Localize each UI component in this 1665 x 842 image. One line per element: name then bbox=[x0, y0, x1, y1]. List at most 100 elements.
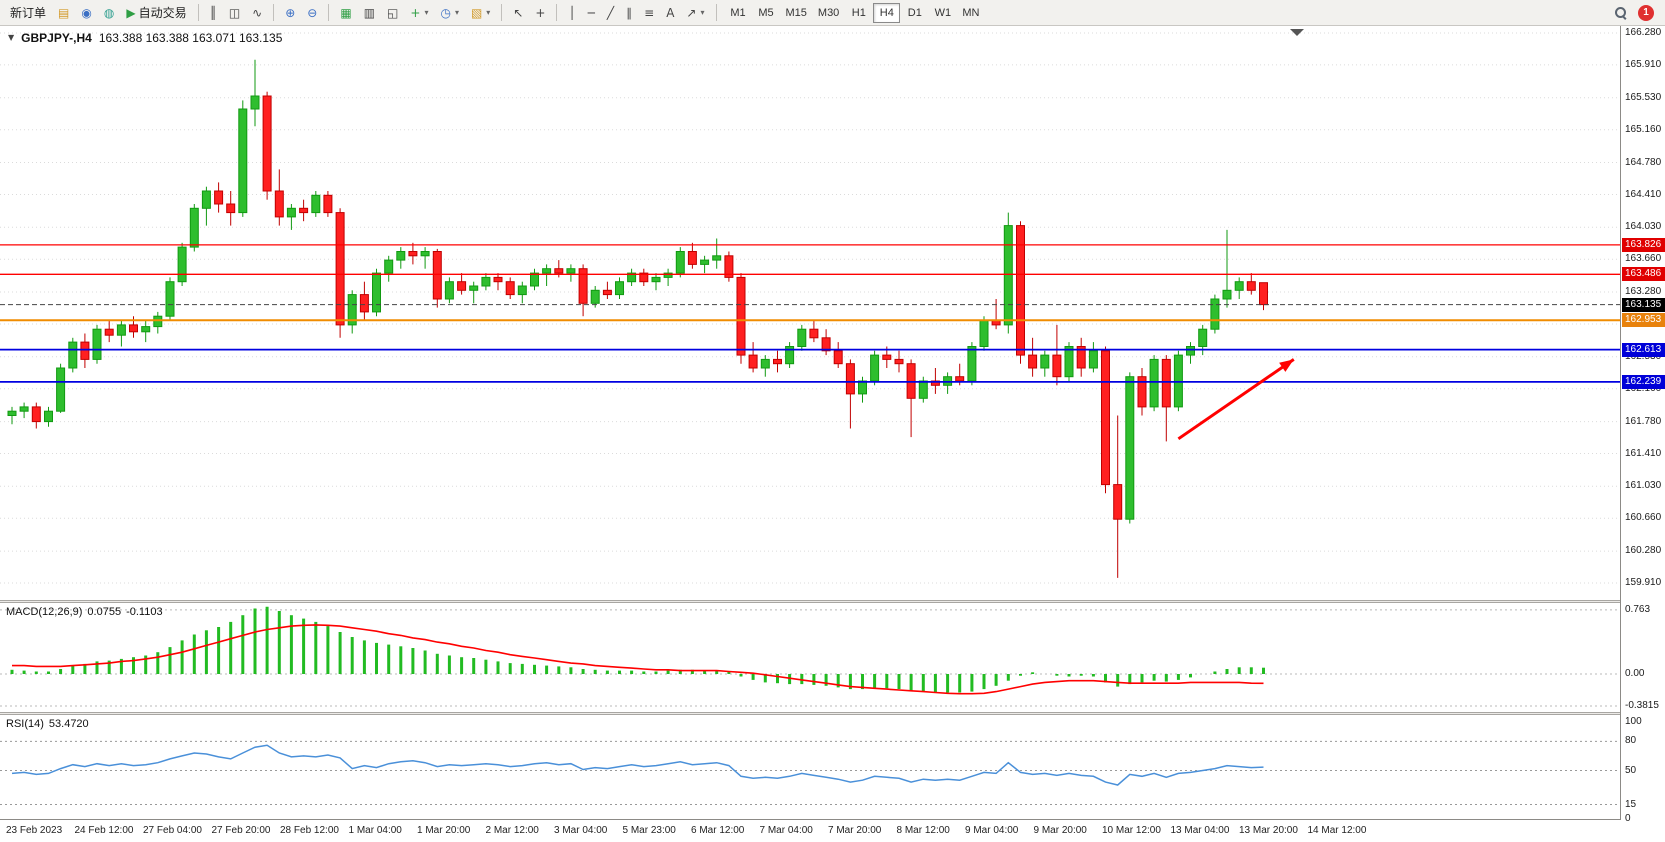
chart-header: ▼ GBPJPY-,H4 163.388 163.388 163.071 163… bbox=[8, 31, 282, 45]
scale-tick-label: 80 bbox=[1625, 735, 1637, 747]
timeframe-button-d1[interactable]: D1 bbox=[901, 3, 928, 23]
macd-name: MACD(12,26,9) bbox=[6, 606, 83, 618]
search-button[interactable] bbox=[1609, 2, 1632, 23]
crosshair-button[interactable]: + bbox=[530, 2, 550, 23]
autotrading-button[interactable]: ▶ 自动交易 bbox=[121, 2, 191, 23]
cascade-windows-button[interactable]: ▥ bbox=[359, 2, 380, 23]
time-axis-label: 1 Mar 20:00 bbox=[417, 825, 471, 836]
timeframe-button-h1[interactable]: H1 bbox=[845, 3, 872, 23]
scale-tick-label: 160.660 bbox=[1625, 512, 1662, 524]
support-button[interactable]: ◍ bbox=[99, 2, 119, 23]
scale-tick-label: 164.780 bbox=[1625, 156, 1662, 168]
text-tool-button[interactable]: A bbox=[661, 2, 679, 23]
scale-tick-label: 50 bbox=[1625, 764, 1637, 776]
scale-tick-label: 160.280 bbox=[1625, 545, 1662, 557]
candlestick-chart-icon: ◫ bbox=[228, 5, 241, 20]
timeframe-button-m5[interactable]: M5 bbox=[753, 3, 780, 23]
main-chart-svg[interactable] bbox=[0, 26, 1620, 600]
macd-chart-svg[interactable] bbox=[0, 603, 1620, 712]
tile-windows-button[interactable]: ▦ bbox=[335, 2, 356, 23]
templates-button[interactable]: ▧ ▾ bbox=[466, 2, 495, 23]
timeframe-button-m15[interactable]: M15 bbox=[781, 3, 812, 23]
macd-main-value: 0.0755 bbox=[87, 606, 122, 618]
price-tag: 162.239 bbox=[1622, 374, 1665, 389]
notification-badge[interactable]: 1 bbox=[1638, 4, 1654, 21]
arrange-windows-icon: ◱ bbox=[387, 5, 399, 20]
cascade-windows-icon: ▥ bbox=[363, 5, 376, 20]
zoom-in-icon: ⊕ bbox=[285, 5, 296, 20]
timeframe-button-w1[interactable]: W1 bbox=[929, 3, 956, 23]
timeframe-button-m1[interactable]: M1 bbox=[725, 3, 752, 23]
rsi-name: RSI(14) bbox=[6, 718, 44, 730]
timeframe-button-m30[interactable]: M30 bbox=[813, 3, 844, 23]
new-order-button[interactable]: 新订单 bbox=[5, 2, 51, 23]
price-tag: 162.613 bbox=[1622, 342, 1665, 357]
arrows-tool-button[interactable]: ↗ ▾ bbox=[681, 2, 709, 23]
rsi-chart-svg[interactable] bbox=[0, 715, 1620, 819]
line-chart-button[interactable]: ∿ bbox=[247, 2, 267, 23]
toolbar-separator bbox=[501, 4, 503, 21]
rsi-value: 53.4720 bbox=[48, 718, 89, 730]
scale-tick-label: 165.160 bbox=[1625, 123, 1662, 135]
periods-button[interactable]: ◷ ▾ bbox=[435, 2, 464, 23]
time-axis-label: 7 Mar 20:00 bbox=[828, 825, 882, 836]
time-axis-label: 7 Mar 04:00 bbox=[759, 825, 813, 836]
community-button[interactable]: ◉ bbox=[76, 2, 96, 23]
macd-gridlines bbox=[0, 609, 1620, 707]
scale-tick-label: 161.410 bbox=[1625, 447, 1662, 459]
cursor-icon: ↖ bbox=[513, 5, 524, 20]
horizontal-line-button[interactable]: ─ bbox=[583, 2, 600, 23]
cursor-button[interactable]: ↖ bbox=[508, 2, 528, 23]
arrange-windows-button[interactable]: ◱ bbox=[382, 2, 403, 23]
zoom-out-icon: ⊖ bbox=[307, 5, 318, 20]
chart-dropdown-icon[interactable]: ▼ bbox=[8, 33, 15, 42]
time-axis-label: 23 Feb 2023 bbox=[6, 825, 63, 836]
time-axis-label: 9 Mar 04:00 bbox=[965, 825, 1019, 836]
time-axis[interactable]: 23 Feb 2023 24 Feb 12:00 27 Feb 04:00 27 Fe… bbox=[0, 819, 1621, 842]
scale-tick-label: 164.030 bbox=[1625, 221, 1662, 233]
zoom-in-button[interactable]: ⊕ bbox=[280, 2, 300, 23]
candlestick-chart-button[interactable]: ◫ bbox=[224, 2, 245, 23]
timeframe-button-h4[interactable]: H4 bbox=[873, 2, 901, 23]
trend-arrow[interactable] bbox=[1177, 358, 1295, 441]
crosshair-icon: + bbox=[535, 5, 546, 20]
bar-chart-button[interactable]: ║ bbox=[205, 2, 222, 23]
timeframe-group: M1 M5 M15 M30 H1 H4 D1 W1 MN bbox=[725, 2, 985, 23]
rsi-line bbox=[11, 744, 1264, 786]
main-toolbar: 新订单 ▤ ◉ ◍ ▶ 自动交易 ║ ◫ ∿ ⊕ ⊖ ▦ ▥ ◱ + ▾ ◷ ▾ ▧ ▾… bbox=[0, 0, 1665, 26]
timeframe-button-mn[interactable]: MN bbox=[957, 3, 984, 23]
trendline-button[interactable]: ╱ bbox=[602, 2, 619, 23]
fibonacci-icon: ≡ bbox=[644, 5, 655, 20]
chart-shift-marker[interactable] bbox=[1290, 29, 1304, 36]
scale-tick-label: 164.410 bbox=[1625, 188, 1662, 200]
scale-tick-label: 165.910 bbox=[1625, 58, 1662, 70]
macd-histogram bbox=[10, 606, 1265, 693]
channel-button[interactable]: ∥ bbox=[621, 2, 637, 23]
rsi-gridlines bbox=[0, 740, 1620, 805]
arrows-tool-icon: ↗ bbox=[686, 5, 697, 20]
files-button[interactable]: ▤ bbox=[53, 2, 74, 23]
horizontal-line-objects[interactable] bbox=[0, 244, 1620, 383]
zoom-out-button[interactable]: ⊖ bbox=[302, 2, 322, 23]
toolbar-separator bbox=[715, 4, 717, 21]
symbol-period-label: GBPJPY-,H4 bbox=[21, 31, 92, 45]
autotrading-play-icon: ▶ bbox=[126, 5, 136, 20]
pane-separator[interactable] bbox=[0, 712, 1665, 715]
scale-tick-label: 15 bbox=[1625, 798, 1637, 810]
channel-icon: ∥ bbox=[626, 5, 633, 20]
search-icon bbox=[1614, 6, 1627, 19]
pane-separator[interactable] bbox=[0, 600, 1665, 603]
indicators-button[interactable]: + ▾ bbox=[405, 2, 433, 23]
time-axis-label: 3 Mar 04:00 bbox=[554, 825, 608, 836]
price-scale[interactable]: 166.280 165.910 165.530 165.160 164.780 164.4… bbox=[1620, 26, 1665, 842]
macd-signal-line bbox=[12, 624, 1264, 695]
time-axis-label: 24 Feb 12:00 bbox=[74, 825, 134, 836]
scale-tick-label: 163.660 bbox=[1625, 253, 1662, 265]
time-axis-label: 28 Feb 12:00 bbox=[280, 825, 339, 836]
scale-tick-label: 165.530 bbox=[1625, 91, 1662, 103]
macd-label: MACD(12,26,9) 0.0755 -0.1103 bbox=[6, 606, 168, 618]
vertical-line-button[interactable]: │ bbox=[563, 2, 580, 23]
fibonacci-button[interactable]: ≡ bbox=[639, 2, 659, 23]
tile-windows-icon: ▦ bbox=[340, 5, 352, 20]
line-chart-icon: ∿ bbox=[252, 5, 263, 20]
